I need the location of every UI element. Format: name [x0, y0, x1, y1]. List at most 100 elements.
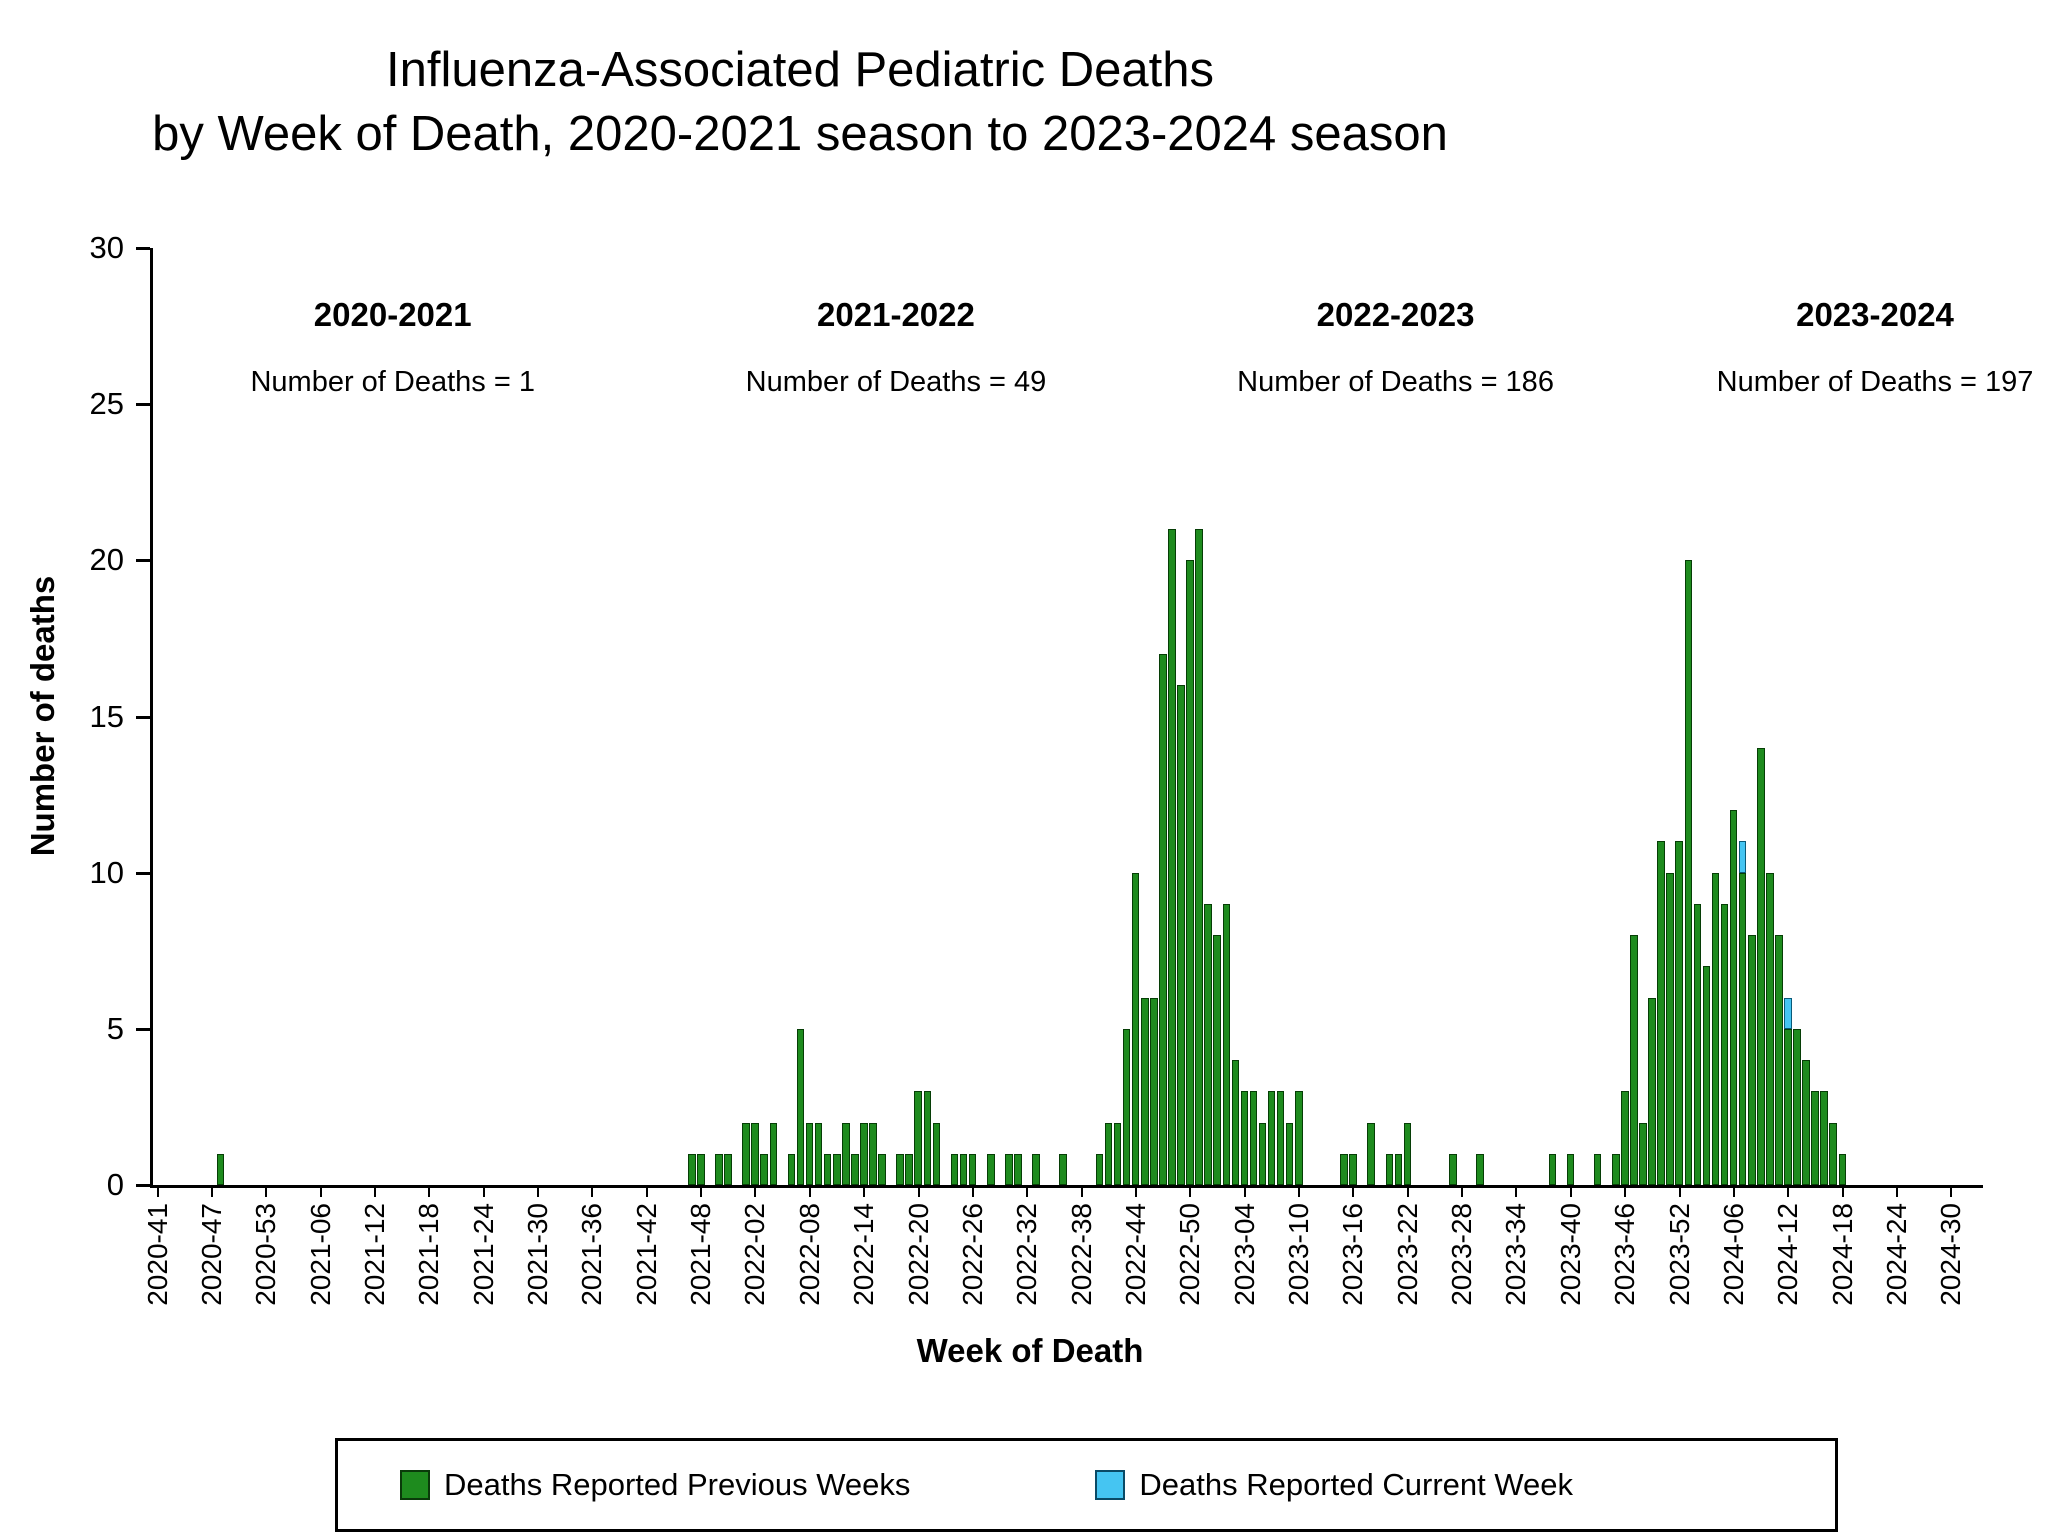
bar-previous-weeks [1285, 1122, 1294, 1185]
bar-previous-weeks [1657, 841, 1665, 1185]
bar-previous-weeks [1195, 529, 1203, 1185]
bar-previous-weeks [1675, 841, 1684, 1185]
season-header-2023-2024: 2023-2024 Number of Deaths = 197 [1717, 296, 2034, 399]
x-tick-mark [537, 1188, 540, 1197]
bar-previous-weeks [787, 1153, 796, 1185]
season-year-label: 2023-2024 [1796, 296, 1954, 333]
bar-previous-weeks [769, 1122, 778, 1185]
bar-previous-weeks [1630, 935, 1638, 1185]
bar-previous-weeks [1711, 872, 1720, 1185]
bar-previous-weeks [1005, 1153, 1013, 1185]
x-tick-mark [1243, 1188, 1246, 1197]
x-tick-mark [1895, 1188, 1898, 1197]
bar-previous-weeks [715, 1153, 723, 1185]
bars-container [153, 248, 1983, 1185]
x-tick-label: 2023-10 [1283, 1203, 1314, 1306]
bar-current-week [1738, 841, 1747, 873]
bar-previous-weeks [1340, 1153, 1348, 1185]
bar-previous-weeks [1159, 654, 1167, 1185]
bar-previous-weeks [959, 1153, 968, 1185]
bar-previous-weeks [1820, 1091, 1828, 1185]
bar-previous-weeks [1222, 903, 1231, 1185]
x-tick-mark [917, 1188, 920, 1197]
bar-previous-weeks [832, 1153, 841, 1185]
x-tick-label: 2022-44 [1119, 1203, 1151, 1306]
x-tick-label: 2022-50 [1174, 1203, 1206, 1306]
x-tick-mark [1298, 1188, 1300, 1197]
legend-label-current-week: Deaths Reported Current Week [1139, 1467, 1574, 1502]
x-tick-mark [373, 1188, 376, 1197]
bar-previous-weeks [1729, 810, 1738, 1185]
bar-previous-weeks [1612, 1153, 1620, 1185]
bar-previous-weeks [1476, 1153, 1484, 1185]
bar-previous-weeks [878, 1153, 886, 1185]
legend-label-previous-weeks: Deaths Reported Previous Weeks [444, 1467, 911, 1502]
bar-previous-weeks [914, 1091, 923, 1185]
season-header-2020-2021: 2020-2021 Number of Deaths = 1 [250, 296, 535, 399]
chart-title: Influenza-Associated Pediatric Deaths by… [0, 38, 1600, 166]
x-tick-mark [1678, 1188, 1681, 1197]
bar-previous-weeks [1240, 1091, 1249, 1185]
x-tick-label: 2021-36 [576, 1203, 608, 1306]
x-tick-mark [1515, 1188, 1518, 1197]
x-tick-mark [428, 1188, 431, 1197]
x-tick-label: 2023-16 [1337, 1203, 1369, 1306]
season-header-2022-2023: 2022-2023 Number of Deaths = 186 [1237, 296, 1554, 399]
bar-previous-weeks [1566, 1153, 1575, 1185]
x-tick-mark [265, 1188, 268, 1197]
bar-previous-weeks [1784, 1028, 1792, 1185]
bar-previous-weeks [968, 1153, 977, 1185]
x-tick-label: 2021-12 [358, 1203, 390, 1306]
y-tick-mark [136, 247, 150, 250]
bar-previous-weeks [1104, 1122, 1113, 1185]
legend-swatch-current-week [1095, 1470, 1126, 1500]
bar-previous-weeks [1267, 1091, 1276, 1185]
season-death-count: Number of Deaths = 197 [1716, 366, 2034, 398]
y-tick-label: 0 [106, 1167, 124, 1202]
bar-previous-weeks [1829, 1122, 1838, 1185]
bar-previous-weeks [1720, 903, 1729, 1185]
y-axis-ticks: 0 5 10 15 20 25 30 [0, 0, 160, 1536]
x-tick-label: 2021-42 [630, 1203, 662, 1306]
x-tick-label: 2024-12 [1772, 1203, 1804, 1306]
x-tick-mark [1950, 1188, 1953, 1197]
x-tick-mark [591, 1188, 594, 1197]
season-year-label: 2020-2021 [313, 296, 472, 333]
x-tick-label: 2023-46 [1609, 1203, 1641, 1306]
bar-previous-weeks [1213, 935, 1221, 1185]
bar-previous-weeks [1095, 1153, 1104, 1185]
bar-previous-weeks [724, 1153, 732, 1185]
x-tick-mark [319, 1188, 322, 1197]
bar-current-week [1784, 997, 1792, 1029]
x-tick-mark [1352, 1188, 1355, 1197]
x-tick-label: 2023-04 [1228, 1203, 1260, 1306]
bar-previous-weeks [1684, 560, 1693, 1185]
bar-previous-weeks [1766, 872, 1774, 1185]
bar-previous-weeks [1693, 903, 1702, 1185]
bar-previous-weeks [1702, 966, 1711, 1185]
x-tick-label: 2022-02 [739, 1203, 771, 1306]
x-tick-label: 2024-30 [1935, 1203, 1967, 1306]
x-tick-mark [482, 1188, 485, 1197]
bar-previous-weeks [1258, 1122, 1267, 1185]
x-tick-mark [1841, 1188, 1844, 1197]
x-tick-label: 2021-48 [685, 1203, 717, 1306]
bar-previous-weeks [1177, 685, 1185, 1185]
season-year-label: 2021-2022 [817, 296, 975, 333]
x-axis-label: Week of Death [916, 1332, 1144, 1369]
x-tick-mark [1406, 1188, 1409, 1197]
x-tick-label: 2022-14 [848, 1203, 880, 1306]
x-tick-mark [1461, 1188, 1464, 1197]
chart-title-line2: by Week of Death, 2020-2021 season to 20… [152, 107, 1448, 161]
x-tick-mark [1189, 1188, 1192, 1197]
bar-previous-weeks [1802, 1060, 1810, 1185]
y-tick-label: 5 [106, 1010, 124, 1046]
x-tick-label: 2022-08 [793, 1203, 825, 1306]
x-tick-mark [1624, 1188, 1627, 1197]
legend-swatch-previous-weeks [400, 1470, 430, 1500]
x-tick-mark [1134, 1188, 1137, 1197]
bar-previous-weeks [1032, 1153, 1040, 1185]
x-tick-label: 2022-38 [1065, 1203, 1097, 1306]
x-tick-label: 2021-06 [304, 1203, 336, 1306]
